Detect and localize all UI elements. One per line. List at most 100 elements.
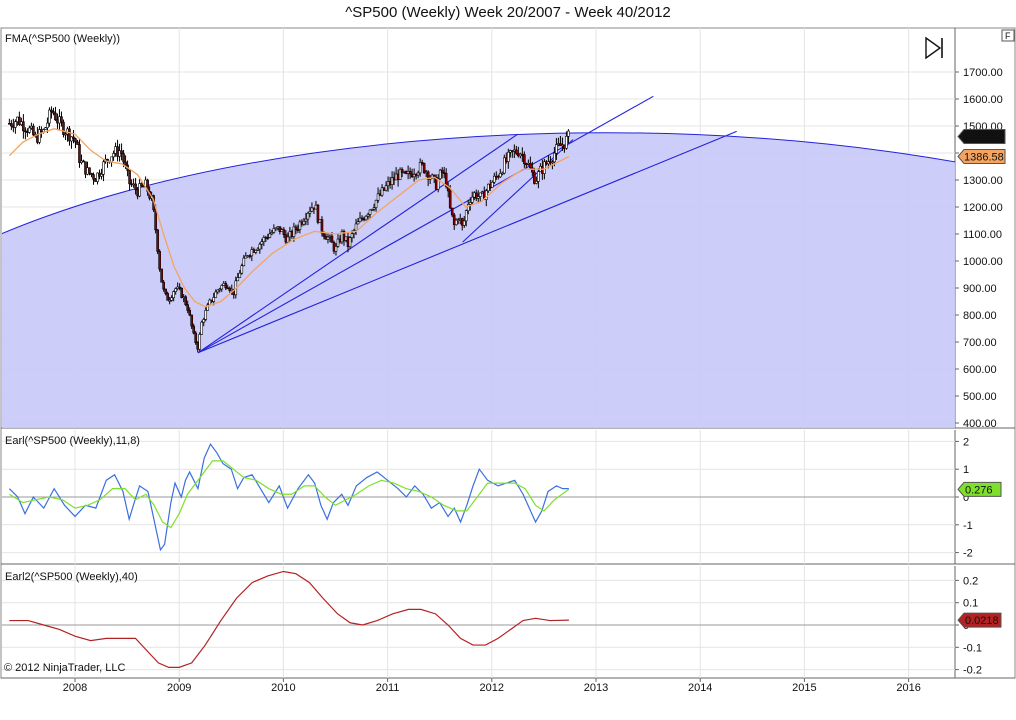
- y-tick-label: 0.1: [963, 598, 978, 610]
- candle-down: [452, 214, 456, 226]
- chart-title: ^SP500 (Weekly) Week 20/2007 - Week 40/2…: [345, 4, 671, 21]
- candle-down: [360, 217, 364, 220]
- panel-1[interactable]: 400.00 500.00 600.00 700.00 800.00 900.00 1000…: [0, 28, 1016, 713]
- candle-up: [394, 173, 398, 181]
- candle-up: [490, 181, 494, 188]
- x-tick-label: 2010: [271, 682, 295, 694]
- candle-down: [426, 171, 430, 180]
- candle-up: [350, 233, 354, 238]
- candle-up: [476, 196, 480, 199]
- candle-up: [462, 220, 466, 226]
- candle-up: [551, 161, 554, 164]
- candle-down: [90, 172, 93, 175]
- last-price-marker: 1460.93: [957, 129, 1006, 145]
- candle-up: [326, 236, 330, 240]
- y-tick-label: 800.00: [963, 310, 997, 322]
- candle-down: [194, 332, 198, 343]
- trend-line[interactable]: [197, 95, 654, 354]
- candle-down: [400, 168, 404, 173]
- candle-down: [248, 255, 252, 258]
- trend-line[interactable]: [197, 133, 519, 354]
- ellipse-drawing[interactable]: [0, 132, 1016, 714]
- x-tick-label: 2015: [792, 682, 816, 694]
- fma-line: [8, 128, 570, 308]
- panel-2[interactable]: -2 -1 0 1 2 0.276 Earl(^SP500 (Weekly),11,8): [1, 430, 1015, 565]
- candle-down: [8, 123, 11, 125]
- candle-down: [382, 187, 386, 191]
- candle-down: [210, 299, 214, 302]
- x-tick-label: 2012: [480, 682, 504, 694]
- copyright-text: © 2012 NinjaTrader, LLC: [4, 662, 125, 674]
- candle-up: [174, 288, 177, 292]
- value-marker-box: [957, 612, 1002, 628]
- candle-up: [509, 150, 512, 153]
- candle-up: [276, 226, 280, 229]
- candle-up: [204, 309, 208, 320]
- candle-up: [100, 174, 103, 177]
- format-button[interactable]: F: [1001, 29, 1015, 42]
- candle-down: [523, 154, 526, 165]
- candle-down: [158, 251, 161, 270]
- candle-down: [166, 293, 169, 301]
- candle-up: [364, 215, 368, 221]
- candle-up: [292, 226, 296, 237]
- skip-to-end-icon[interactable]: [925, 36, 943, 60]
- y-tick-label: 1000.00: [963, 256, 1003, 268]
- candle-up: [222, 283, 226, 286]
- candle-up: [480, 191, 484, 194]
- y-tick-label: 1600.00: [963, 94, 1003, 106]
- candle-up: [306, 212, 310, 220]
- candle-up: [454, 219, 458, 226]
- candle-down: [529, 163, 532, 169]
- y-tick-label: 2: [963, 436, 969, 448]
- candle-up: [372, 207, 376, 210]
- candle-up: [418, 162, 422, 174]
- candle-up: [96, 172, 99, 182]
- x-tick-label: 2009: [167, 682, 191, 694]
- candle-down: [188, 310, 192, 316]
- candle-up: [314, 204, 318, 210]
- earl-value-marker: 0.276: [957, 481, 1002, 497]
- candle-down: [130, 183, 133, 186]
- candle-up: [406, 170, 410, 174]
- candle-down: [54, 112, 57, 121]
- candle-down: [22, 121, 25, 132]
- candle-up: [236, 277, 240, 282]
- candle-down: [164, 288, 167, 294]
- candle-down: [72, 136, 75, 139]
- format-button-box: [1001, 29, 1015, 42]
- candle-down: [533, 171, 536, 184]
- candle-up: [438, 169, 442, 180]
- y-tick-label: 1700.00: [963, 67, 1003, 79]
- candle-down: [440, 169, 444, 173]
- panel-plot-area[interactable]: [0, 95, 1016, 714]
- candle-down: [320, 219, 324, 234]
- candle-up: [216, 289, 220, 293]
- candle-up: [46, 122, 49, 129]
- candle-up: [172, 291, 175, 299]
- candle-up: [286, 236, 290, 243]
- trend-line[interactable]: [197, 130, 737, 354]
- candle-up: [202, 319, 206, 323]
- candle-up: [250, 249, 254, 257]
- panel-plot-area[interactable]: [9, 570, 569, 668]
- panel-plot-area[interactable]: [8, 443, 570, 552]
- y-tick-label: 600.00: [963, 364, 997, 376]
- x-tick-label: 2011: [376, 682, 400, 694]
- candle-down: [62, 121, 65, 135]
- candle-down: [184, 296, 187, 306]
- candle-up: [543, 161, 546, 174]
- candle-down: [420, 162, 424, 164]
- candle-up: [374, 199, 378, 208]
- y-tick-label: -0.1: [963, 642, 982, 654]
- candle-down: [84, 161, 87, 175]
- candle-up: [519, 153, 522, 157]
- candle-down: [50, 109, 53, 112]
- candle-up: [244, 255, 248, 259]
- earl2-line: [9, 570, 569, 668]
- last-price-marker-label: 1460.93: [964, 132, 1004, 144]
- candle-down: [12, 125, 15, 128]
- candle-down: [408, 170, 412, 175]
